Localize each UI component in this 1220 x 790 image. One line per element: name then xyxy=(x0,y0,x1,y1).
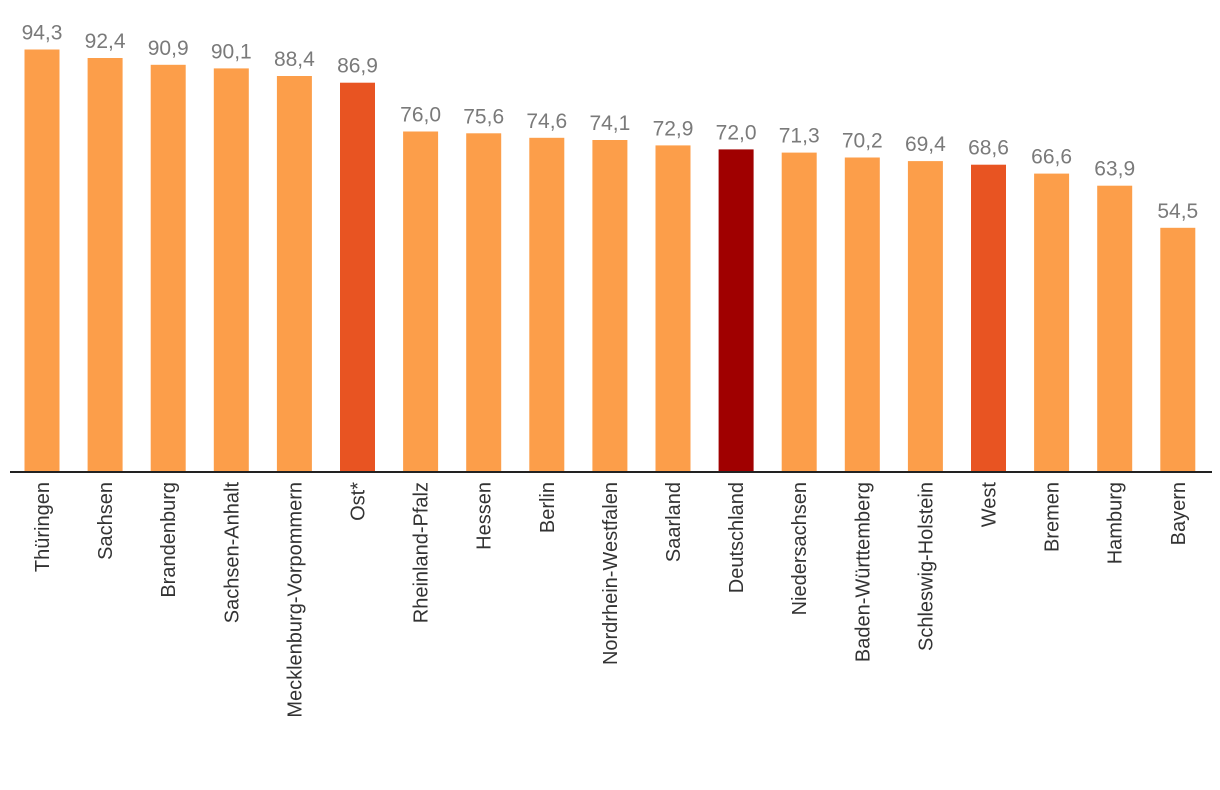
value-label-11: 72,0 xyxy=(716,121,757,144)
bar-12 xyxy=(781,152,817,472)
value-label-2: 90,9 xyxy=(148,37,189,60)
value-label-12: 71,3 xyxy=(779,125,820,148)
bar-8 xyxy=(529,137,565,473)
bar-6 xyxy=(403,131,439,472)
value-label-13: 70,2 xyxy=(842,130,883,153)
category-label-3: Sachsen-Anhalt xyxy=(221,482,243,624)
category-label-9: Nordrhein-Westfalen xyxy=(600,482,622,665)
category-label-14: Schleswig-Holstein xyxy=(915,482,937,651)
category-label-1: Sachsen xyxy=(95,482,117,560)
value-label-10: 72,9 xyxy=(653,117,694,140)
value-label-1: 92,4 xyxy=(85,30,126,53)
bar-18 xyxy=(1160,227,1196,472)
category-label-7: Hessen xyxy=(474,482,496,550)
bar-15 xyxy=(971,164,1006,472)
value-label-15: 68,6 xyxy=(968,137,1009,160)
value-label-18: 54,5 xyxy=(1157,200,1198,223)
bar-2 xyxy=(150,64,186,473)
value-label-16: 66,6 xyxy=(1031,146,1072,169)
category-label-0: Thüringen xyxy=(32,482,54,572)
bar-3 xyxy=(213,68,249,473)
category-label-12: Niedersachsen xyxy=(789,482,811,615)
bar-4 xyxy=(276,76,312,472)
bar-13 xyxy=(844,157,880,472)
bar-17 xyxy=(1097,185,1133,472)
category-label-17: Hamburg xyxy=(1105,482,1127,564)
value-label-3: 90,1 xyxy=(211,40,252,63)
value-label-9: 74,1 xyxy=(589,112,630,135)
value-label-17: 63,9 xyxy=(1094,158,1135,181)
category-label-10: Saarland xyxy=(663,482,685,562)
category-label-13: Baden-Württemberg xyxy=(852,482,874,662)
value-label-5: 86,9 xyxy=(337,55,378,78)
value-label-6: 76,0 xyxy=(400,104,441,127)
bar-10 xyxy=(655,145,691,472)
bars-group xyxy=(24,49,1196,473)
value-labels-group: 94,3 92,4 90,9 90,1 88,4 86,9 76,0 75,6 74,6 74,1… xyxy=(22,22,1199,223)
bar-1 xyxy=(87,58,123,472)
category-label-6: Rheinland-Pfalz xyxy=(411,482,433,623)
value-label-7: 75,6 xyxy=(463,105,504,128)
value-label-14: 69,4 xyxy=(905,133,946,156)
category-label-4: Mecklenburg-Vorpommern xyxy=(284,482,306,718)
bar-9 xyxy=(592,140,628,472)
value-label-4: 88,4 xyxy=(274,48,315,71)
category-label-16: Bremen xyxy=(1042,482,1064,552)
value-label-8: 74,6 xyxy=(526,110,567,133)
category-label-15: West xyxy=(979,482,1001,528)
category-label-2: Brandenburg xyxy=(158,482,180,598)
bar-11 xyxy=(718,149,754,472)
bar-16 xyxy=(1034,173,1070,472)
value-label-0: 94,3 xyxy=(22,22,63,45)
category-label-11: Deutschland xyxy=(726,482,748,593)
bar-14 xyxy=(907,161,943,472)
bar-7 xyxy=(466,133,502,473)
category-label-18: Bayern xyxy=(1168,482,1190,545)
bar-0 xyxy=(24,49,60,472)
category-label-8: Berlin xyxy=(537,482,559,533)
bar-5 xyxy=(340,82,375,472)
category-labels-group: Thüringen Sachsen Brandenburg Sachsen-Anhal… xyxy=(32,482,1190,718)
category-label-5: Ost* xyxy=(348,482,370,521)
